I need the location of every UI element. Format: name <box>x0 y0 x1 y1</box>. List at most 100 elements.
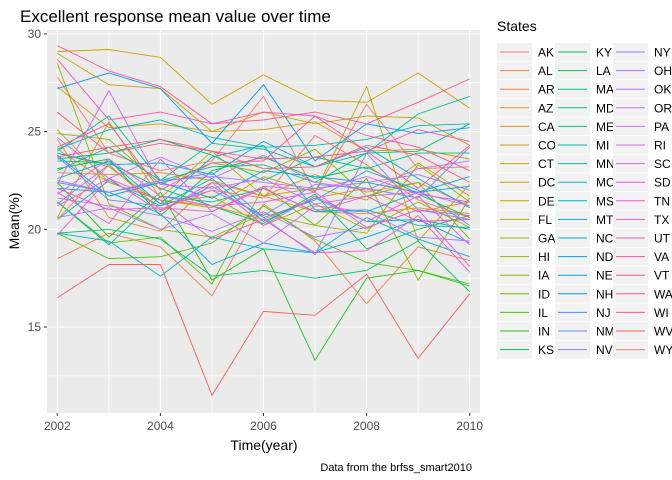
legend-label: MS <box>596 194 614 208</box>
y-axis-label: Mean(%) <box>6 193 22 250</box>
legend-label: HI <box>538 250 550 264</box>
legend-label: PA <box>654 120 669 134</box>
legend-label: WA <box>654 287 672 301</box>
series-line-nh <box>57 72 470 162</box>
legend-label: VT <box>654 269 670 283</box>
series-line-vt <box>57 45 470 125</box>
series-line-va <box>57 115 470 191</box>
legend-label: ME <box>596 120 614 134</box>
y-tick-label: 15 <box>28 320 42 334</box>
legend-label: CA <box>538 120 555 134</box>
legend-label: IA <box>538 269 549 283</box>
series-line-ok <box>57 205 470 244</box>
legend-label: MN <box>596 157 615 171</box>
legend-label: ID <box>538 287 550 301</box>
legend-label: NE <box>596 269 613 283</box>
legend-label: MA <box>596 83 614 97</box>
series-line-pa <box>56 89 470 207</box>
y-tick-label: 20 <box>28 222 42 236</box>
y-tick-label: 30 <box>28 27 42 41</box>
legend-label: OR <box>654 101 672 115</box>
legend-label: SD <box>654 176 671 190</box>
legend-label: OH <box>654 64 672 78</box>
series-line-mt <box>57 144 470 213</box>
legend-title: States <box>497 18 537 34</box>
legend-label: DC <box>538 176 556 190</box>
legend-label: MT <box>596 213 614 227</box>
legend-label: NH <box>596 287 613 301</box>
legend-label: TN <box>654 194 670 208</box>
chart-caption: Data from the brfss_smart2010 <box>320 462 472 474</box>
legend-label: OK <box>654 83 671 97</box>
legend-label: IN <box>538 325 550 339</box>
legend-label: WY <box>654 343 672 357</box>
legend-label: CO <box>538 139 556 153</box>
legend-label: WI <box>654 306 669 320</box>
legend-label: AK <box>538 46 554 60</box>
series-lines <box>56 45 471 397</box>
legend-label: MD <box>596 101 615 115</box>
legend-label: NY <box>654 46 671 60</box>
x-tick-label: 2004 <box>147 419 174 433</box>
legend-label: MI <box>596 139 609 153</box>
legend-label: ND <box>596 250 614 264</box>
legend-label: LA <box>596 64 611 78</box>
series-line-tx <box>57 187 470 222</box>
chart-title: Excellent response mean value over time <box>20 7 331 26</box>
y-tick-label: 25 <box>28 125 42 139</box>
series-line-nc <box>57 140 470 209</box>
legend-label: DE <box>538 194 555 208</box>
legend-label: RI <box>654 139 666 153</box>
legend-label: MO <box>596 176 615 190</box>
series-line-wa <box>57 138 470 189</box>
series-line-ut <box>56 59 470 152</box>
series-line-ms <box>57 217 470 277</box>
series-line-hi <box>56 63 470 238</box>
x-tick-label: 2008 <box>353 419 380 433</box>
series-line-ks <box>57 156 470 219</box>
y-axis: 15 20 25 30 <box>28 27 47 334</box>
series-line-tn <box>56 177 471 273</box>
x-axis: 2002 2004 2006 2008 2010 <box>44 413 483 433</box>
legend: States AK AL AR AZ CA CO CT DC DE FL GA HI IA ID IL IN K… <box>497 18 672 359</box>
series-line-la <box>57 228 471 293</box>
series-line-wy <box>56 134 470 220</box>
legend-label: AR <box>538 83 555 97</box>
legend-label: CT <box>538 157 555 171</box>
legend-label: NJ <box>596 306 611 320</box>
legend-label: UT <box>654 232 671 246</box>
x-tick-label: 2010 <box>456 419 483 433</box>
legend-label: GA <box>538 232 555 246</box>
series-line-sc <box>57 158 471 267</box>
series-line-sd <box>57 177 471 246</box>
legend-label: TX <box>654 213 669 227</box>
legend-label: NC <box>596 232 614 246</box>
legend-label: AL <box>538 64 553 78</box>
x-tick-label: 2006 <box>250 419 277 433</box>
series-line-ny <box>57 174 470 193</box>
legend-label: WV <box>654 325 672 339</box>
legend-label: NV <box>596 343 613 357</box>
x-tick-label: 2002 <box>44 419 71 433</box>
legend-label: FL <box>538 213 552 227</box>
series-line-de <box>56 120 470 218</box>
series-line-al <box>57 203 470 305</box>
series-line-ct <box>57 49 470 109</box>
series-line-wi <box>57 111 470 183</box>
series-line-ma <box>57 138 470 181</box>
series-line-me <box>57 95 470 182</box>
series-line-il <box>57 205 470 285</box>
legend-label: KS <box>538 343 554 357</box>
legend-label: AZ <box>538 101 553 115</box>
legend-label: NM <box>596 325 615 339</box>
legend-label: VA <box>654 250 669 264</box>
series-line-ia <box>57 133 471 240</box>
legend-label: SC <box>654 157 671 171</box>
series-line-wv <box>57 264 471 397</box>
series-line-ak <box>56 76 470 194</box>
legend-label: KY <box>596 46 612 60</box>
x-axis-label: Time(year) <box>230 437 297 453</box>
legend-label: IL <box>538 306 548 320</box>
series-line-ne <box>57 154 470 199</box>
